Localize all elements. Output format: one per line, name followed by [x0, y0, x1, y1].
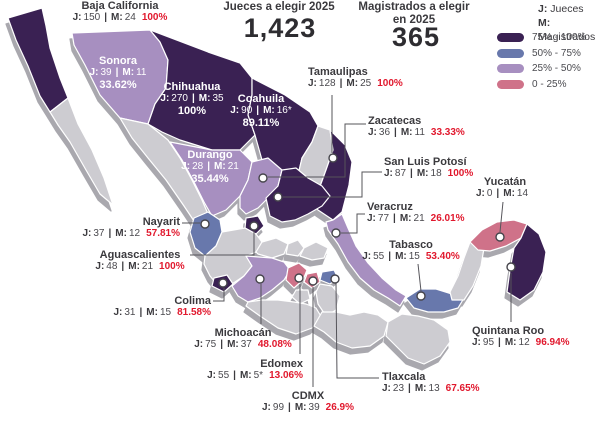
marker-san-luis-potosi	[273, 192, 283, 202]
label-coahuila: Coahuila J: 90 | M: 16* 89.11%	[230, 93, 292, 129]
leader-san-luis-potosi	[283, 171, 382, 198]
label-sonora: Sonora J: 39 | M: 11 33.62%	[89, 55, 147, 91]
marker-nayarit	[200, 219, 210, 229]
label-veracruz: Veracruz J: 77 | M: 21 26.01%	[367, 201, 465, 224]
leader-yucatan	[499, 201, 504, 233]
label-aguascalientes: Aguascalientes J: 48 | M: 21 100%	[95, 249, 185, 272]
marker-veracruz	[331, 228, 341, 238]
marker-cdmx	[308, 276, 318, 286]
jueces-title: Jueces a elegir 2025	[223, 1, 335, 13]
state-hidalgo	[299, 241, 329, 261]
label-michoacan: Michoacán J: 75 | M: 37 48.08%	[194, 327, 292, 350]
label-san-luis-potosi: San Luis Potosí J: 87 | M: 18 100%	[384, 156, 474, 179]
state-durango	[169, 141, 253, 217]
leader-tlaxcala	[335, 282, 379, 379]
label-edomex: Edomex J: 55 | M: 5* 13.06%	[207, 358, 303, 381]
label-tlaxcala: Tlaxcala J: 23 | M: 13 67.65%	[382, 371, 480, 394]
leader-veracruz	[341, 213, 365, 234]
leader-aguascalientes	[190, 231, 255, 256]
leader-tabasco	[417, 263, 422, 292]
legend-swatch-75-100	[497, 33, 524, 42]
label-tabasco: Tabasco J: 55 | M: 15 53.40%	[362, 239, 460, 262]
label-cdmx: CDMX J: 99 | M: 39 26.9%	[262, 390, 354, 413]
jueces-total: 1,423	[243, 13, 317, 43]
label-baja-california: Baja California J: 150 | M: 24 100%	[72, 0, 168, 23]
label-durango: Durango J: 28 | M: 21 35.44%	[181, 149, 239, 185]
leader-colima	[213, 288, 225, 302]
marker-colima	[218, 278, 228, 288]
legend-swatch-25-50	[497, 64, 524, 73]
marker-tabasco	[416, 291, 426, 301]
label-nayarit: Nayarit J: 37 | M: 12 57.81%	[82, 216, 180, 239]
label-yucatan: Yucatán J: 0 | M: 14	[475, 176, 529, 199]
state-veracruz	[325, 213, 407, 307]
magistrados-title: Magistrados a elegir en 2025	[358, 1, 470, 26]
state-quintana-roo	[506, 223, 547, 301]
legend-key: J: Jueces M: Magistrados	[538, 3, 596, 43]
state-queretaro	[285, 239, 305, 257]
state-oaxaca	[313, 311, 389, 349]
marker-tlaxcala	[330, 274, 340, 284]
legend-label-25-50: 25% - 50%	[532, 63, 581, 74]
label-tamaulipas: Tamaulipas J: 128 | M: 25 100%	[308, 66, 403, 89]
marker-edomex	[294, 273, 304, 283]
leader-zacatecas	[268, 123, 366, 178]
state-san-luis-potosi	[265, 167, 331, 223]
state-zacatecas	[239, 157, 283, 215]
state-chiapas	[385, 313, 451, 365]
marker-yucatan	[495, 232, 505, 242]
state-baja-california-sur	[49, 97, 114, 206]
marker-quintana-roo	[506, 262, 516, 272]
label-quintana-roo: Quintana Roo J: 95 | M: 12 96.94%	[472, 325, 570, 348]
marker-tamaulipas	[328, 153, 338, 163]
magistrados-total: 365	[391, 22, 441, 52]
state-guanajuato	[255, 237, 289, 259]
legend-label-75-100: 75% - 100%	[532, 32, 587, 43]
legend-swatch-0-25	[497, 80, 524, 89]
legend-swatch-50-75	[497, 49, 524, 58]
state-morelos	[291, 289, 311, 305]
label-zacatecas: Zacatecas J: 36 | M: 11 33.33%	[368, 115, 465, 138]
marker-aguascalientes	[249, 221, 259, 231]
marker-zacatecas	[258, 173, 268, 183]
state-campeche	[449, 241, 485, 301]
label-chihuahua: Chihuahua J: 270 | M: 35 100%	[160, 81, 224, 117]
marker-michoacan	[255, 274, 265, 284]
legend-label-0-25: 0 - 25%	[532, 79, 567, 90]
label-colima: Colima J: 31 | M: 15 81.58%	[113, 295, 211, 318]
legend-label-50-75: 50% - 75%	[532, 48, 581, 59]
